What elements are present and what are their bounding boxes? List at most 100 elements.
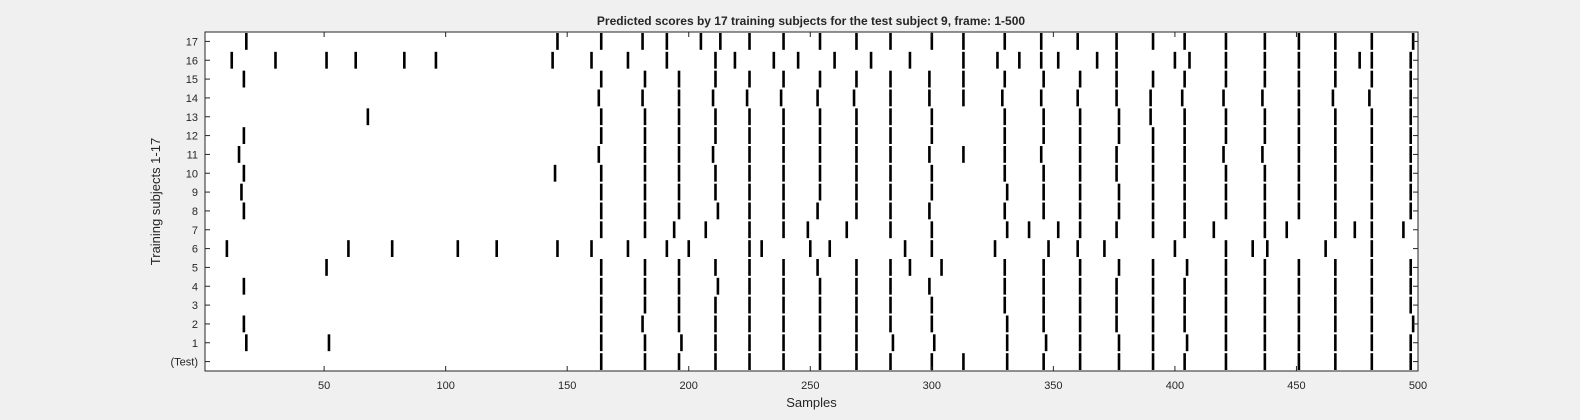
raster-mark <box>1042 296 1045 314</box>
raster-mark <box>325 259 328 276</box>
plot-area <box>205 32 1418 371</box>
y-tick-label: 8 <box>192 206 198 218</box>
raster-mark <box>366 108 370 126</box>
raster-mark <box>962 353 965 370</box>
raster-mark <box>714 353 717 370</box>
raster-mark <box>553 164 557 182</box>
raster-mark <box>1042 108 1045 126</box>
raster-marks <box>225 33 1415 370</box>
raster-mark <box>1047 240 1050 257</box>
y-tick-label: 12 <box>186 131 198 143</box>
raster-mark <box>1224 183 1228 201</box>
raster-mark <box>1353 221 1357 239</box>
raster-mark <box>1370 296 1374 314</box>
raster-mark <box>1263 353 1267 370</box>
raster-mark <box>704 221 708 239</box>
raster-mark <box>1358 51 1361 69</box>
raster-mark <box>806 221 810 239</box>
raster-mark <box>782 334 785 352</box>
raster-mark <box>242 127 246 144</box>
raster-mark <box>1224 259 1228 276</box>
raster-mark <box>354 51 358 69</box>
raster-mark <box>930 315 934 333</box>
raster-mark <box>556 240 559 257</box>
raster-mark <box>1185 259 1189 276</box>
raster-mark <box>1115 70 1118 88</box>
raster-mark <box>1003 127 1007 144</box>
raster-mark <box>1183 221 1186 239</box>
raster-mark <box>665 240 669 257</box>
raster-mark <box>782 70 785 88</box>
raster-mark <box>782 259 785 276</box>
raster-mark <box>1103 240 1106 257</box>
raster-mark <box>1044 334 1048 352</box>
raster-mark <box>1117 127 1121 144</box>
raster-mark <box>818 353 822 370</box>
raster-mark <box>1151 70 1155 88</box>
raster-mark <box>665 51 669 69</box>
y-tick-label: (Test) <box>171 357 199 369</box>
raster-mark <box>930 296 934 314</box>
raster-mark <box>1409 146 1413 163</box>
raster-mark <box>1297 70 1301 88</box>
raster-mark <box>962 33 965 50</box>
raster-mark <box>677 315 681 333</box>
raster-mark <box>1115 277 1118 295</box>
x-axis-ticks: 50 100 150 200 250 300 350 400 450 500 <box>318 32 1427 392</box>
raster-mark <box>1402 221 1405 239</box>
raster-mark <box>599 296 603 314</box>
raster-mark <box>1263 296 1267 314</box>
raster-mark <box>748 33 751 50</box>
raster-mark <box>889 146 892 163</box>
raster-mark <box>1003 108 1007 126</box>
raster-mark <box>930 108 934 126</box>
raster-mark <box>643 127 647 144</box>
y-tick-label: 1 <box>192 338 198 350</box>
raster-mark <box>714 51 717 69</box>
raster-mark <box>1370 164 1374 182</box>
raster-mark <box>932 334 936 352</box>
raster-mark <box>1115 146 1118 163</box>
raster-mark <box>782 183 785 201</box>
raster-mark <box>599 277 603 295</box>
raster-mark <box>996 51 999 69</box>
raster-mark <box>1409 202 1413 220</box>
raster-mark <box>1331 89 1335 107</box>
raster-mark <box>1409 353 1413 370</box>
raster-mark <box>643 146 647 163</box>
raster-mark <box>962 51 965 69</box>
raster-mark <box>1018 51 1021 69</box>
raster-mark <box>833 51 836 69</box>
raster-mark <box>1409 296 1413 314</box>
y-axis-label: Training subjects 1-17 <box>148 138 163 265</box>
raster-mark <box>748 259 751 276</box>
raster-mark <box>869 51 873 69</box>
x-tick-label: 250 <box>801 380 819 392</box>
raster-mark <box>855 353 858 370</box>
raster-mark <box>1263 202 1267 220</box>
raster-mark <box>818 277 822 295</box>
raster-mark <box>1334 259 1337 276</box>
raster-mark <box>748 146 751 163</box>
raster-mark <box>818 108 822 126</box>
raster-mark <box>677 89 681 107</box>
raster-mark <box>599 70 603 88</box>
raster-mark <box>1115 51 1118 69</box>
raster-mark <box>818 127 822 144</box>
raster-mark <box>962 70 965 88</box>
raster-mark <box>626 51 630 69</box>
raster-mark <box>556 33 559 50</box>
raster-mark <box>225 240 229 257</box>
raster-mark <box>1173 240 1177 257</box>
raster-mark <box>1151 221 1155 239</box>
raster-mark <box>1224 127 1228 144</box>
raster-mark <box>1334 70 1337 88</box>
y-tick-label: 17 <box>186 36 198 48</box>
y-tick-label: 14 <box>186 93 198 105</box>
raster-mark <box>903 240 907 257</box>
y-tick-label: 6 <box>192 244 198 256</box>
raster-mark <box>889 127 892 144</box>
raster-mark <box>551 51 554 69</box>
raster-mark <box>748 164 751 182</box>
